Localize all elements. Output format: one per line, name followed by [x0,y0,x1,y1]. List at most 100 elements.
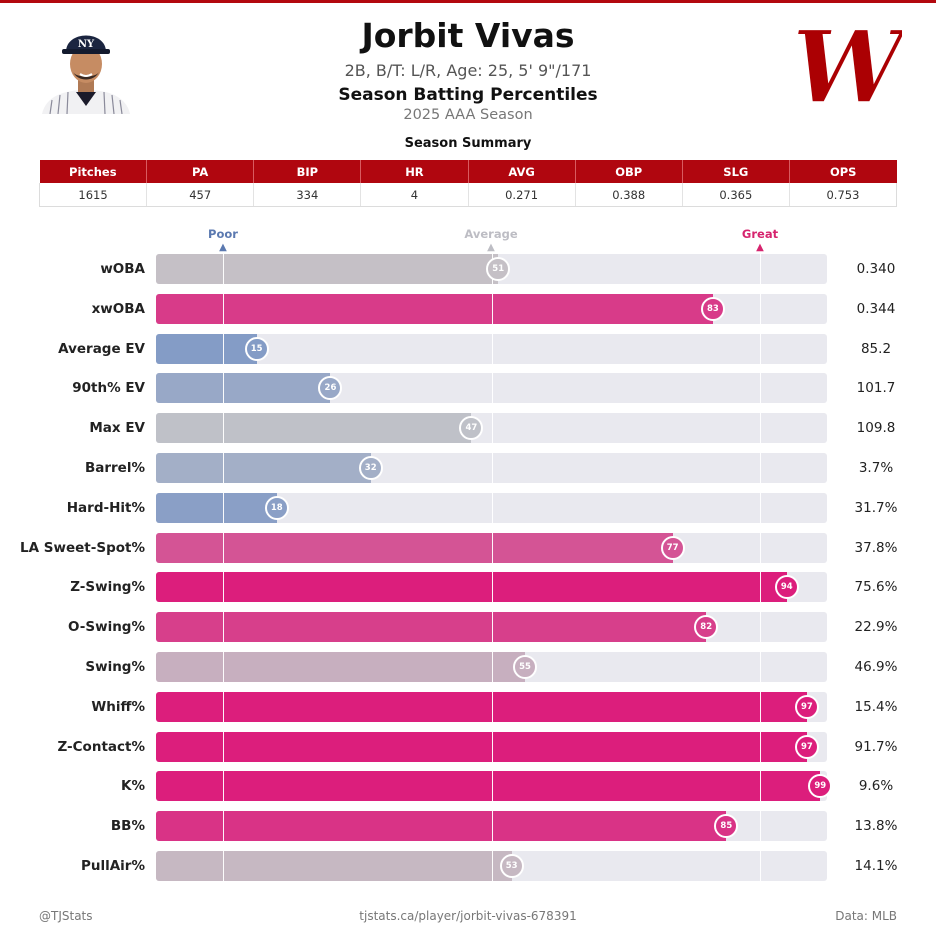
stat-value: 109.8 [856,420,896,437]
bar-track: 83 [156,293,827,324]
reference-line [491,293,493,324]
bar-track: 99 [156,771,833,802]
percentile-badge: 94 [774,575,799,600]
metric-label: Z-Swing% [70,579,145,596]
metric-label: PullAir% [80,858,145,874]
reference-line [223,652,225,682]
bar-track: 94 [156,572,827,603]
percentile-bar [156,254,499,284]
percentile-row: Max EV 47 109.8 [0,413,936,444]
summary-value-cell: 334 [253,183,362,207]
player-headshot-icon: NY [38,20,134,114]
summary-value-row: 1615 457 334 4 0.271 0.388 0.365 0.753 [38,183,898,207]
reference-line [223,413,225,444]
reference-line [491,333,493,364]
percentile-badge: 97 [794,734,819,759]
percentile-row: Swing% 55 46.9% [0,652,936,682]
summary-title: Season Summary [404,136,532,151]
metric-label: wOBA [100,261,145,277]
reference-line [223,333,225,364]
summary-value-cell: 0.271 [468,183,576,207]
percentile-bar [156,373,331,404]
percentile-badge: 97 [794,694,819,719]
percentile-badge: 51 [486,257,511,281]
percentile-row: xwOBA 83 0.344 [0,293,936,324]
percentile-bar [156,731,807,762]
percentile-row: 90th% EV 26 101.7 [0,373,936,404]
percentile-bar [156,691,807,722]
reference-line [223,453,225,483]
stat-value: 14.1% [854,858,898,874]
reference-line [759,851,761,881]
percentile-row: BB% 85 13.8% [0,811,936,842]
summary-header-cell: Pitches [39,160,148,183]
summary-header-cell: OBP [575,160,683,183]
reference-line [759,413,761,444]
metric-label: Whiff% [91,698,145,715]
reference-line [491,572,493,603]
reference-line [223,811,225,842]
reference-line [491,851,493,881]
percentile-row: LA Sweet-Spot% 77 37.8% [0,532,936,563]
stat-value: 3.7% [858,460,894,476]
chart-title: Season Batting Percentiles [338,85,598,105]
reference-line [491,532,493,563]
stat-value: 75.6% [854,579,898,596]
percentile-row: O-Swing% 82 22.9% [0,612,936,643]
percentile-bar [156,413,472,444]
poor-triangle-icon: ▲ [219,242,227,253]
stat-value: 31.7% [854,499,898,516]
reference-line [759,293,761,324]
percentile-row: wOBA 51 0.340 [0,254,936,284]
footer-url: tjstats.ca/player/jorbit-vivas-678391 [359,909,577,923]
percentile-bar [156,572,787,603]
team-logo-icon: W [798,14,902,118]
percentile-bar [156,771,821,802]
reference-line [223,293,225,324]
reference-line [223,572,225,603]
player-bio: 2B, B/T: L/R, Age: 25, 5' 9"/171 [344,61,592,80]
percentile-bar [156,612,707,643]
percentile-badge: 53 [499,854,524,878]
reference-line [759,811,761,842]
svg-text:W: W [798,14,902,118]
percentile-row: Z-Swing% 94 75.6% [0,572,936,603]
stat-value: 13.8% [854,818,898,835]
reference-line [759,612,761,643]
season-label: 2025 AAA Season [403,107,533,123]
reference-line [491,413,493,444]
metric-label: LA Sweet-Spot% [20,539,145,556]
percentile-row: Barrel% 32 3.7% [0,453,936,483]
great-marker: Great ▲ [715,227,805,253]
metric-label: Swing% [85,659,145,675]
reference-line [759,771,761,802]
percentile-row: Z-Contact% 97 91.7% [0,731,936,762]
bar-track: 77 [156,532,827,563]
percentile-bar [156,652,526,682]
percentile-badge: 26 [318,376,343,401]
stat-value: 22.9% [854,619,898,636]
percentile-bar [156,492,277,523]
great-triangle-icon: ▲ [756,242,764,253]
summary-header-cell: OPS [789,160,897,183]
percentile-bar [156,811,727,842]
bar-track: 82 [156,612,827,643]
bar-track: 47 [156,413,827,444]
percentile-bar [156,532,673,563]
reference-line [491,652,493,682]
average-marker: Average ▲ [446,227,536,253]
reference-line [223,771,225,802]
percentile-badge: 15 [244,336,269,361]
percentile-bar [156,333,257,364]
stat-value: 85.2 [860,340,892,357]
reference-line [759,254,761,284]
stat-value: 46.9% [854,659,898,675]
reference-line [223,492,225,523]
metric-label: xwOBA [91,300,145,317]
reference-line [759,532,761,563]
summary-header-cell: SLG [682,160,790,183]
summary-value-cell: 0.388 [575,183,683,207]
reference-line [491,453,493,483]
reference-line [759,652,761,682]
percentile-row: PullAir% 53 14.1% [0,851,936,881]
